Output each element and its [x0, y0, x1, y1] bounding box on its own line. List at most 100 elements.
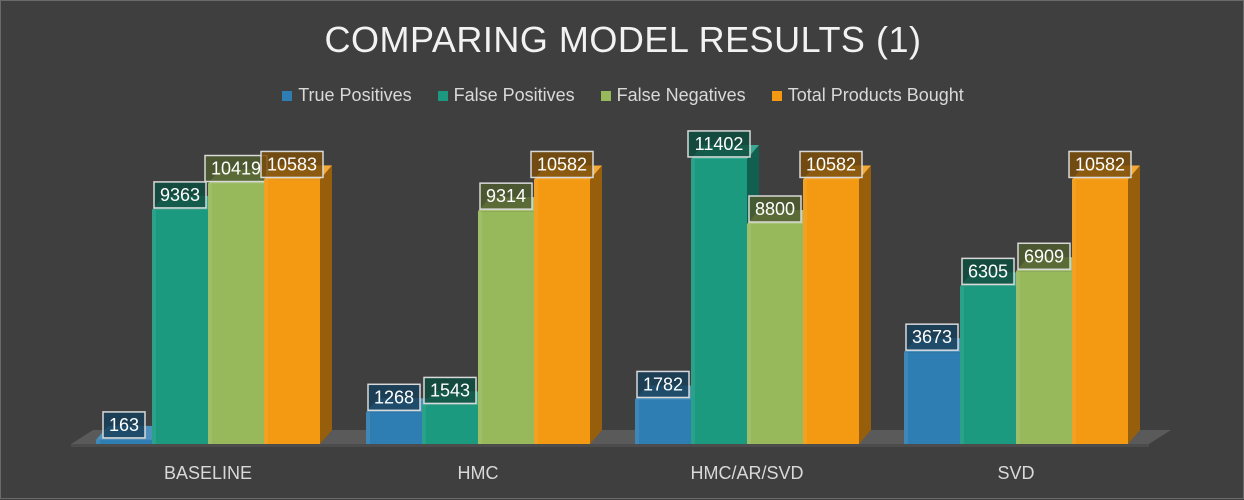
legend-label: False Positives	[453, 85, 575, 105]
data-label: 9314	[479, 182, 533, 210]
bar-front	[747, 224, 803, 444]
data-label: 3673	[905, 323, 959, 351]
bar-front	[1016, 271, 1072, 444]
plot-floor-edge	[71, 444, 1149, 447]
data-label: 6909	[1017, 242, 1071, 271]
legend-item: False Positives	[437, 85, 575, 106]
data-label-text: 9363	[160, 185, 200, 205]
data-label: 10582	[530, 150, 594, 179]
bar-side	[590, 165, 602, 444]
data-label: 10583	[260, 150, 324, 179]
bar-front	[635, 399, 691, 444]
bar-front	[691, 158, 747, 444]
data-label-box	[636, 370, 690, 399]
bar-highlight	[1072, 179, 1076, 444]
data-label-box	[905, 323, 959, 351]
data-label: 8800	[748, 195, 802, 223]
bar-highlight	[534, 179, 538, 444]
data-label-text: 10582	[806, 154, 856, 174]
data-label-text: 10582	[1075, 154, 1125, 174]
bar-front	[422, 405, 478, 444]
legend-item: False Negatives	[600, 85, 746, 106]
data-label-box	[479, 182, 533, 210]
x-tick-label: HMC	[458, 463, 499, 483]
x-tick-label: HMC/AR/SVD	[690, 463, 803, 483]
data-label-text: 6909	[1024, 246, 1064, 266]
legend-swatch	[600, 90, 611, 101]
bar-highlight	[366, 412, 370, 444]
data-label-box	[961, 257, 1015, 286]
legend-swatch	[771, 90, 782, 101]
data-label-box	[1017, 242, 1071, 271]
bar-highlight	[264, 179, 268, 445]
data-label-box	[799, 150, 863, 179]
bar-front	[366, 412, 422, 444]
data-label-text: 6305	[968, 261, 1008, 281]
bar-highlight	[904, 352, 908, 444]
bar-highlight	[803, 179, 807, 444]
x-tick-label: SVD	[997, 463, 1034, 483]
data-label-text: 163	[109, 415, 139, 435]
legend-swatch	[437, 90, 448, 101]
bar	[264, 165, 332, 445]
bar-highlight	[747, 224, 751, 444]
chart-title: COMPARING MODEL RESULTS (1)	[324, 19, 922, 60]
data-label-box	[204, 154, 268, 183]
bar-side	[859, 165, 871, 444]
bar-highlight	[960, 286, 964, 444]
data-label: 6305	[961, 257, 1015, 286]
data-label-box	[1068, 150, 1132, 179]
data-label-text: 11402	[695, 134, 744, 154]
data-label-box	[423, 376, 477, 405]
bar-front	[534, 179, 590, 444]
bar-front	[264, 179, 320, 445]
data-label: 10582	[799, 150, 863, 179]
plot-floor	[71, 430, 1171, 444]
bar-highlight	[1016, 271, 1020, 444]
bar-front	[960, 286, 1016, 444]
bar-front	[803, 179, 859, 444]
bar-highlight	[96, 439, 100, 444]
data-label: 163	[102, 411, 146, 439]
x-tick-label: BASELINE	[164, 463, 252, 483]
legend-swatch	[282, 90, 293, 101]
data-label-box	[687, 130, 751, 158]
bar-front	[152, 209, 208, 444]
data-label-text: 8800	[755, 199, 795, 219]
bar-highlight	[208, 183, 212, 444]
data-label: 11402	[687, 130, 751, 158]
legend-label: True Positives	[298, 85, 412, 105]
bar-highlight	[422, 405, 426, 444]
data-label-box	[748, 195, 802, 223]
bar-front	[904, 352, 960, 444]
data-label-box	[153, 181, 207, 209]
data-label-box	[102, 411, 146, 439]
data-label-box	[367, 383, 421, 412]
legend-label: False Negatives	[616, 85, 746, 105]
data-label: 10582	[1068, 150, 1132, 179]
data-label-text: 9314	[486, 186, 526, 206]
data-label: 9363	[153, 181, 207, 209]
data-label-text: 3673	[912, 327, 952, 347]
bar	[534, 165, 602, 444]
bar	[1072, 165, 1140, 444]
data-label: 1543	[423, 376, 477, 405]
data-label-text: 10582	[537, 154, 587, 174]
bar-front	[96, 439, 152, 444]
data-label-text: 10419	[211, 159, 261, 179]
data-label-text: 1543	[430, 380, 470, 400]
legend-label: Total Products Bought	[787, 85, 964, 105]
data-label-box	[530, 150, 594, 179]
bar-highlight	[691, 158, 695, 444]
data-label-text: 1782	[643, 374, 683, 394]
data-label: 10419	[204, 154, 268, 183]
bar-highlight	[478, 211, 482, 444]
bar-side	[1128, 165, 1140, 444]
bar-side	[320, 165, 332, 445]
bar-highlight	[152, 209, 156, 444]
legend-item: Total Products Bought	[771, 85, 964, 106]
legend-item: True Positives	[282, 85, 412, 106]
bar	[803, 165, 871, 444]
